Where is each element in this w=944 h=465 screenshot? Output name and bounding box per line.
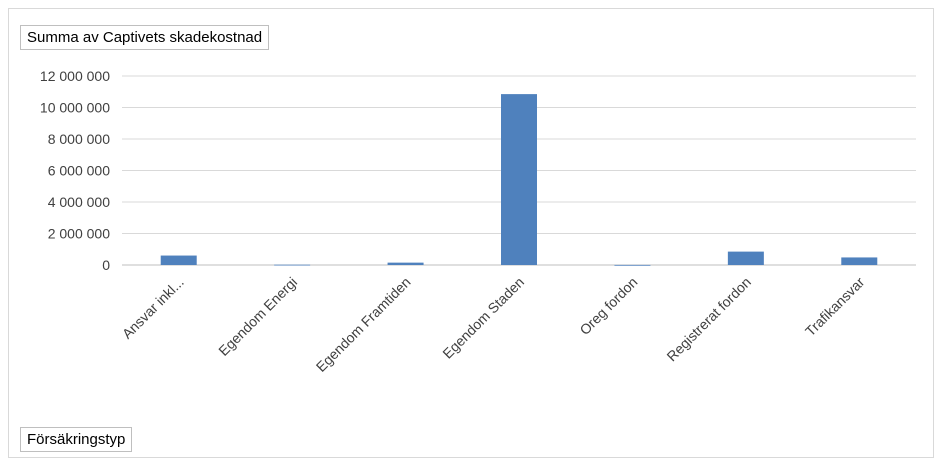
y-tick-label: 6 000 000 — [48, 163, 110, 179]
x-tick-label: Registrerat fordon — [663, 274, 754, 365]
y-axis-labels: 0 2 000 000 4 000 000 6 000 000 8 000 000 10 … — [40, 68, 110, 273]
axis-field-button[interactable]: Försäkringstyp — [20, 427, 133, 452]
y-tick-label: 2 000 000 — [48, 226, 110, 242]
y-tick-label: 12 000 000 — [40, 68, 110, 84]
x-tick-label: Egendom Staden — [439, 274, 527, 362]
y-tick-label: 10 000 000 — [40, 100, 110, 116]
bar[interactable] — [160, 255, 197, 265]
y-tick-label: 8 000 000 — [48, 131, 110, 147]
bar[interactable] — [274, 264, 311, 266]
x-tick-label: Egendom Framtiden — [313, 274, 414, 375]
bar[interactable] — [727, 251, 764, 265]
value-field-button[interactable]: Summa av Captivets skadekostnad — [20, 25, 270, 50]
x-tick-label: Trafikansvar — [802, 274, 868, 340]
x-tick-label: Ansvar inkl... — [119, 274, 187, 342]
bar[interactable] — [614, 264, 651, 266]
x-tick-label: Egendom Energi — [215, 274, 300, 359]
bar[interactable] — [387, 262, 424, 265]
bar[interactable] — [501, 94, 537, 265]
x-axis-labels: Ansvar inkl... Egendom Energi Egendom Fram… — [119, 274, 868, 375]
y-tick-label: 0 — [102, 257, 110, 273]
y-tick-label: 4 000 000 — [48, 194, 110, 210]
x-tick-label: Oreg fordon — [576, 274, 640, 338]
bars — [160, 94, 878, 266]
bar[interactable] — [841, 257, 878, 265]
